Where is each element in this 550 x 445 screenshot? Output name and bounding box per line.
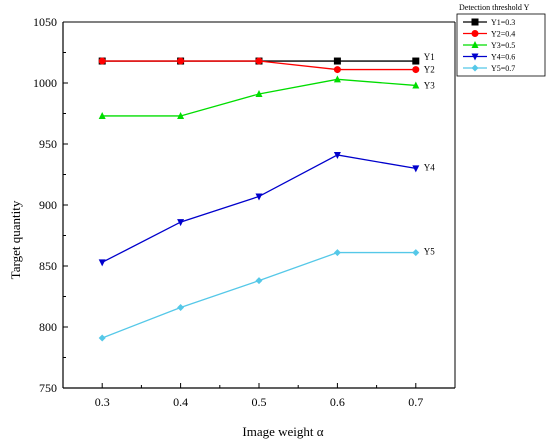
legend-item: Y4=0.6 [463, 53, 515, 62]
legend-item: Y2=0.4 [463, 30, 515, 39]
x-tick-label: 0.3 [95, 395, 110, 409]
axes: 750 800 850 900 950 1000 1050 0.3 0.4 0.5 0.6 0.7 [33, 15, 456, 409]
x-tick-label: 0.4 [173, 395, 188, 409]
data-point [98, 259, 106, 267]
y-tick-label: 900 [39, 198, 57, 212]
legend-marker [471, 64, 479, 72]
x-tick-label: 0.5 [252, 395, 267, 409]
legend-marker [471, 41, 479, 48]
series-end-label: Y3 [424, 80, 435, 90]
series-end-label: Y2 [424, 65, 435, 75]
series-line [102, 78, 416, 117]
legend-item: Y3=0.5 [463, 41, 515, 50]
series-line [101, 251, 416, 339]
data-point [333, 151, 341, 159]
y-tick-label: 750 [39, 381, 57, 395]
data-point [255, 89, 263, 97]
data-point [333, 249, 341, 257]
x-tick-label: 0.6 [330, 395, 345, 409]
data-point [177, 111, 185, 119]
legend-item: Y5=0.7 [463, 64, 515, 73]
data-point [412, 81, 420, 89]
y-tick-label: 800 [39, 320, 57, 334]
legend-label: Y2=0.4 [491, 30, 515, 39]
data-point [412, 165, 420, 173]
data-point [412, 57, 420, 65]
x-tick-label: 0.7 [408, 395, 423, 409]
data-point [333, 75, 341, 83]
y-tick-label: 950 [39, 137, 57, 151]
y-tick-label: 1000 [33, 76, 57, 90]
series-end-label: Y4 [424, 162, 435, 172]
legend-marker [471, 53, 479, 61]
series-y5: Y5 [98, 247, 435, 342]
legend: Detection threshold Y Y1=0.3 Y2=0.4 Y3=0.5 Y… [456, 3, 546, 77]
legend-marker [471, 18, 479, 26]
y-tick-label: 1050 [33, 15, 57, 29]
legend-label: Y5=0.7 [491, 64, 515, 73]
legend-marker [471, 30, 479, 37]
legend-title: Detection threshold Y [459, 3, 530, 12]
series-y1: Y1 [98, 52, 435, 65]
series-y3: Y3 [98, 75, 435, 119]
y-axis-title: Target quantity [8, 200, 23, 279]
data-point [333, 66, 341, 74]
data-point [98, 57, 106, 65]
x-axis-title: Image weight α [242, 424, 323, 439]
data-point [255, 57, 263, 65]
data-point [333, 57, 341, 65]
data-point [177, 57, 185, 65]
data-point [412, 66, 420, 74]
data-point [412, 249, 420, 257]
data-point [98, 334, 106, 342]
data-point [255, 277, 263, 285]
series-line [101, 154, 416, 263]
data-point [255, 193, 263, 201]
data-point [98, 111, 106, 119]
series-y4: Y4 [98, 151, 435, 267]
legend-label: Y4=0.6 [491, 53, 515, 62]
data-point [177, 303, 185, 311]
legend-label: Y3=0.5 [491, 41, 515, 50]
legend-label: Y1=0.3 [491, 18, 515, 27]
legend-item: Y1=0.3 [463, 18, 515, 27]
series-end-label: Y5 [424, 247, 435, 257]
series-layer: Y1 Y2 Y3 Y4 Y5 [98, 52, 435, 342]
series-end-label: Y1 [424, 52, 435, 62]
data-point [177, 219, 185, 227]
series-y2: Y2 [98, 57, 435, 75]
y-tick-label: 850 [39, 259, 57, 273]
